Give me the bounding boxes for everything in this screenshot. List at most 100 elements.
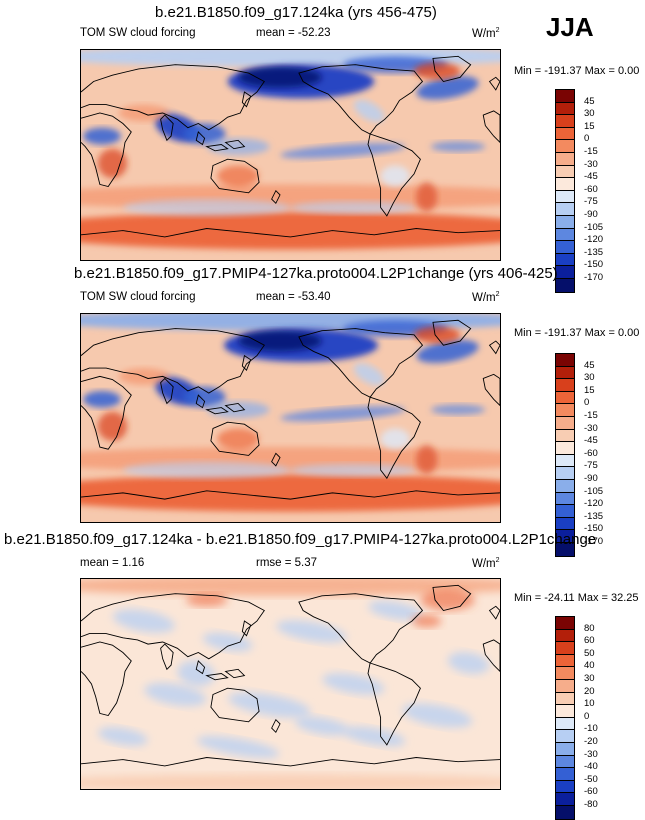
- coastline: [81, 229, 500, 237]
- panel2-units: W/m2: [472, 291, 500, 304]
- coastline: [433, 320, 471, 345]
- colorbar-swatch: [556, 654, 574, 668]
- colorbar-swatch: [556, 429, 574, 443]
- colorbar-swatch: [556, 278, 574, 292]
- field-region: [238, 330, 322, 352]
- field-region: [447, 652, 490, 674]
- panel3-rmse: rmse = 5.37: [256, 557, 318, 569]
- colorbar-swatch: [556, 479, 574, 493]
- field-region: [217, 165, 260, 187]
- coastline: [483, 374, 500, 405]
- coastlines: [81, 56, 500, 237]
- coastline: [81, 65, 264, 130]
- panel2-colorbar: [555, 353, 575, 557]
- colorbar-tick-label: -30: [584, 422, 598, 434]
- field-region: [206, 138, 270, 155]
- colorbar-swatch: [556, 140, 574, 153]
- coastline: [81, 594, 264, 659]
- coastline: [433, 56, 471, 81]
- colorbar-swatch: [556, 642, 574, 655]
- field-region: [295, 716, 349, 736]
- coastline: [483, 111, 500, 142]
- colorbar-tick-label: -45: [584, 171, 598, 183]
- field-region: [81, 774, 500, 789]
- coastline: [196, 395, 204, 407]
- colorbar-tick-label: -60: [584, 447, 598, 459]
- coastline: [272, 453, 280, 465]
- field-region: [97, 148, 128, 179]
- colorbar-swatch: [556, 241, 574, 254]
- colorbar-tick-label: -135: [584, 510, 604, 522]
- field-region: [416, 76, 479, 100]
- panel2-map: [80, 313, 501, 523]
- coastline: [81, 329, 264, 393]
- panel3-units: W/m2: [472, 557, 500, 570]
- colorbar-tick-label: -90: [584, 209, 598, 220]
- field-region: [206, 401, 270, 418]
- colorbar-swatch: [556, 102, 574, 116]
- coastline: [81, 491, 500, 499]
- field-region: [353, 363, 385, 386]
- colorbar-tick-label: -135: [584, 246, 604, 258]
- map-field: [81, 314, 500, 522]
- coastline: [211, 422, 259, 455]
- coastline: [161, 115, 174, 140]
- colorbar-swatch: [556, 215, 574, 229]
- coastline: [490, 341, 500, 353]
- coastline: [299, 65, 423, 134]
- colorbar-tick-label: 0: [584, 710, 590, 722]
- colorbar-tick-label: -60: [584, 786, 598, 798]
- field-region: [81, 474, 500, 512]
- field-region: [81, 579, 500, 596]
- colorbar-tick-label: 30: [584, 372, 595, 384]
- colorbar-tick-label: -30: [584, 158, 598, 170]
- colorbar-tick-label: 10: [584, 698, 595, 710]
- coastline: [81, 113, 131, 187]
- coastline: [207, 674, 228, 680]
- coastline: [211, 688, 259, 722]
- field-region: [183, 123, 226, 145]
- colorbar-swatch: [556, 404, 574, 417]
- colorbar-tick-label: 40: [584, 660, 595, 672]
- field-region: [414, 326, 461, 344]
- colorbar-swatch: [556, 692, 574, 706]
- colorbar-swatch: [556, 768, 574, 781]
- colorbar-tick-label: -40: [584, 761, 598, 773]
- panel2-mean: mean = -53.40: [256, 291, 331, 303]
- coastline: [226, 403, 245, 411]
- field-region: [380, 165, 410, 187]
- field-region: [430, 404, 486, 415]
- field-region: [185, 593, 228, 607]
- colorbar-tick-label: -80: [584, 799, 598, 810]
- colorbar-tick-label: -170: [584, 272, 604, 283]
- colorbar-swatch: [556, 542, 574, 556]
- colorbar-tick-label: 20: [584, 685, 595, 697]
- panel1-minmax: Min = -191.37 Max = 0.00: [514, 65, 640, 77]
- field-region: [83, 127, 121, 145]
- colorbar-swatch: [556, 391, 574, 405]
- field-region: [416, 182, 438, 212]
- field-region: [177, 660, 215, 687]
- colorbar-tick-label: 0: [584, 133, 590, 145]
- colorbar-swatch: [556, 705, 574, 718]
- panel2-title: b.e21.B1850.f09_g17.PMIP4-127ka.proto004…: [74, 265, 558, 282]
- coastlines: [81, 320, 500, 499]
- field-region: [322, 673, 385, 695]
- field-region: [416, 339, 479, 364]
- field-region: [202, 632, 253, 652]
- coastline: [368, 663, 420, 745]
- coastline: [81, 376, 131, 449]
- colorbar-swatch: [556, 190, 574, 204]
- panel3-map: [80, 578, 501, 790]
- colorbar-tick-label: 30: [584, 673, 595, 684]
- coastline: [207, 408, 228, 414]
- colorbar-tick-label: -105: [584, 485, 604, 497]
- colorbar-tick-label: 80: [584, 622, 595, 634]
- colorbar-swatch: [556, 228, 574, 242]
- coastline: [211, 159, 259, 193]
- colorbar-tick-label: -10: [584, 723, 598, 735]
- panel3-minmax: Min = -24.11 Max = 32.25: [514, 592, 639, 604]
- panel1-map: [80, 49, 501, 261]
- colorbar-tick-label: -75: [584, 196, 598, 208]
- coastline: [299, 594, 423, 663]
